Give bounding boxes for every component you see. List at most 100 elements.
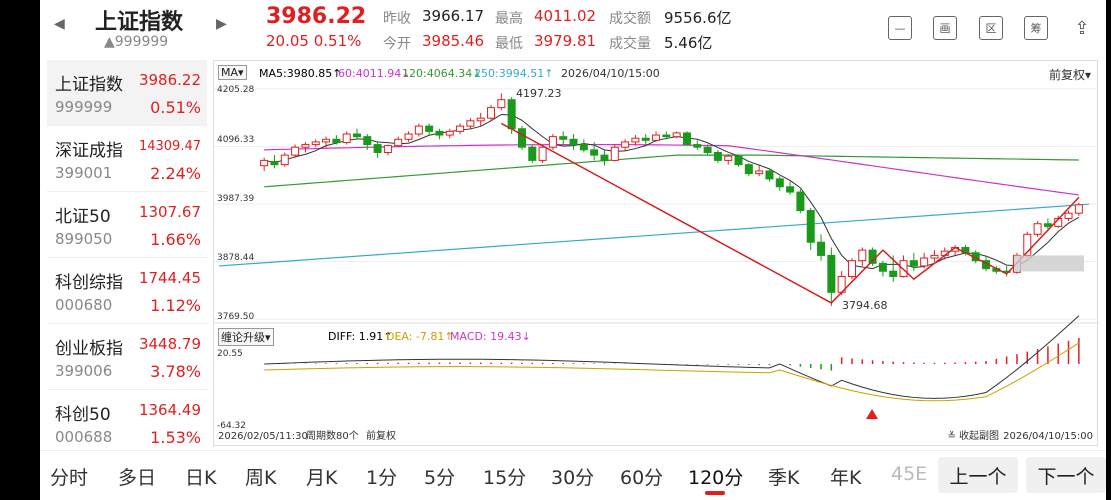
sidebar-item-code: 399001 <box>55 164 113 182</box>
collapse-subchart-button[interactable]: ≚ 收起副图 <box>947 431 999 442</box>
image-icon[interactable]: 画 <box>933 16 957 40</box>
candle-body <box>817 241 826 256</box>
candle-body <box>332 138 341 143</box>
sidebar-item-pct: 1.53% <box>150 428 201 447</box>
candle-body <box>559 136 568 140</box>
tab-15min[interactable]: 15分 <box>483 467 527 489</box>
candle-body <box>352 133 361 138</box>
sidebar-item-value: 1307.67 <box>138 203 201 221</box>
tab-yearly[interactable]: 年K <box>830 467 862 489</box>
candle-body <box>775 178 784 188</box>
price-change: 20.05 0.51% <box>266 32 362 50</box>
candle-body <box>425 125 434 132</box>
y-axis-label: 3987.39 <box>217 194 255 204</box>
tab-daily[interactable]: 日K <box>185 467 217 489</box>
tab-5min[interactable]: 5分 <box>424 467 456 489</box>
tab-timeshare[interactable]: 分时 <box>50 467 89 489</box>
tab-30min[interactable]: 30分 <box>551 467 595 489</box>
adjust-mode-label: 前复权 <box>366 431 396 442</box>
candle-body <box>909 260 918 267</box>
candle-body <box>682 132 691 146</box>
next-stock-arrow[interactable]: ▶ <box>216 16 227 32</box>
candle-body <box>507 99 516 130</box>
share-icon[interactable]: ⇪ <box>1074 17 1090 39</box>
tab-quarterly[interactable]: 季K <box>768 467 800 489</box>
sidebar-item-code: 999999 <box>55 98 113 116</box>
tab-multiday[interactable]: 多日 <box>118 467 157 489</box>
tab-weekly[interactable]: 周K <box>245 467 277 489</box>
index-code: ▲999999 <box>104 34 169 50</box>
chanlun-stroke <box>500 122 1080 304</box>
sidebar-item-sz-component[interactable]: 深证成指 14309.47 399001 2.24% <box>47 126 207 192</box>
adjust-mode-dropdown[interactable]: 前复权▾ <box>1048 68 1091 82</box>
kline-chart[interactable]: MA▾ MA5:3980.85↑ 60:4011.94↓ 120:4064.34… <box>213 60 1099 446</box>
sidebar-item-name: 科创综指 <box>55 273 123 293</box>
kline-canvas <box>214 88 1099 419</box>
sidebar-item-kc50[interactable]: 科创50 1364.49 000688 1.53% <box>47 390 207 456</box>
active-tab-indicator <box>705 491 725 495</box>
candle-body <box>404 133 413 140</box>
crosshair-datetime: 2026/04/10/15:00 <box>561 67 660 80</box>
ma60-legend: 60:4011.94↓ <box>338 67 411 80</box>
candle-body <box>517 128 526 148</box>
sidebar-item-code: 399006 <box>55 362 113 380</box>
candle-body <box>487 107 496 119</box>
y-axis-label: 3878.44 <box>217 253 255 263</box>
candle-body <box>394 138 403 147</box>
sidebar-item-pct: 1.66% <box>150 230 201 249</box>
stat-label-volume: 成交量 <box>609 36 651 52</box>
candle-body <box>693 144 702 148</box>
candle-body <box>920 257 929 267</box>
previous-stock-button[interactable]: 上一个 <box>938 457 1018 493</box>
ma60-line <box>264 143 1079 196</box>
sidebar-item-value: 1364.49 <box>138 401 201 419</box>
candle-body <box>435 130 444 136</box>
sidebar-item-value: 1744.45 <box>138 269 201 287</box>
sidebar-item-name: 创业板指 <box>55 339 123 359</box>
tab-60min[interactable]: 60分 <box>620 467 664 489</box>
diff-legend: DIFF: 1.91↑ <box>328 330 393 343</box>
candle-body <box>497 99 506 109</box>
candle-body <box>1043 223 1052 227</box>
dea-line <box>264 342 1080 402</box>
candle-body <box>569 138 578 146</box>
y-axis-label: 3769.50 <box>217 312 255 322</box>
prev-stock-arrow[interactable]: ◀ <box>54 16 65 32</box>
next-stock-button[interactable]: 下一个 <box>1026 457 1106 493</box>
indicator-dropdown[interactable]: 缠论升级▾ <box>218 328 274 346</box>
tab-120min[interactable]: 120分 <box>688 467 744 489</box>
sidebar-item-code: 000680 <box>55 296 113 314</box>
candle-body <box>579 144 588 151</box>
minus-square-icon[interactable]: — <box>888 16 912 40</box>
chip-icon[interactable]: 筹 <box>1024 16 1048 40</box>
candle-body <box>847 260 856 278</box>
region-icon[interactable]: 区 <box>979 16 1003 40</box>
candle-body <box>662 134 671 138</box>
sidebar-item-code: 899050 <box>55 230 113 248</box>
tab-1min[interactable]: 1分 <box>366 467 398 489</box>
candle-body <box>641 137 650 141</box>
tab-monthly[interactable]: 月K <box>306 467 338 489</box>
high-marker-label: 4197.23 <box>516 87 562 100</box>
sidebar-item-chinext[interactable]: 创业板指 3448.79 399006 3.78% <box>47 324 207 390</box>
sidebar-item-pct: 1.12% <box>150 296 201 315</box>
candle-body <box>610 146 619 161</box>
ma120-legend: 120:4064.34↓ <box>402 67 482 80</box>
ma250-line <box>218 203 1090 267</box>
candle-body <box>1033 223 1042 235</box>
candle-body <box>280 154 289 166</box>
candle-body <box>796 191 805 212</box>
ma250-legend: 250:3994.51↑ <box>474 67 554 80</box>
stat-label-open: 今开 <box>383 36 411 52</box>
tab-45day[interactable]: 45E <box>891 463 928 485</box>
candle-body <box>414 125 423 135</box>
ma-mode-dropdown[interactable]: MA▾ <box>218 65 247 80</box>
sidebar-item-bz50[interactable]: 北证50 1307.67 899050 1.66% <box>47 192 207 258</box>
candle-body <box>456 125 465 132</box>
sidebar-item-sh-index[interactable]: 上证指数 3986.22 999999 0.51% <box>47 60 207 126</box>
period-count: 周期数80个 <box>306 431 359 442</box>
sidebar-item-kc-composite[interactable]: 科创综指 1744.45 000680 1.12% <box>47 258 207 324</box>
ma5-line <box>264 113 1080 270</box>
candle-body <box>445 130 454 136</box>
candle-body <box>373 144 382 153</box>
